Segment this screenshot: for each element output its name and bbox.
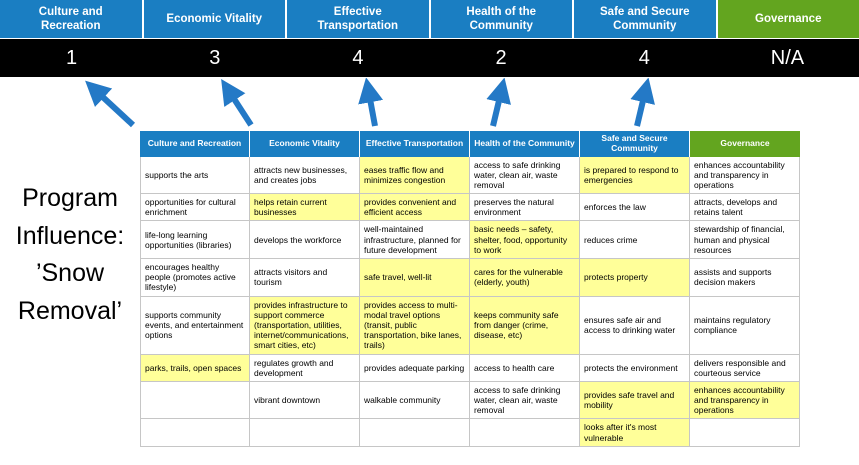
table-cell	[140, 419, 250, 447]
table-cell: provides adequate parking	[360, 354, 470, 382]
table-row: life-long learning opportunities (librar…	[140, 221, 801, 260]
table-row: supports the arts attracts new businesses…	[140, 156, 801, 195]
table-cell	[140, 381, 250, 420]
arrow-icon	[221, 78, 254, 127]
category-header: Economic Vitality	[143, 0, 285, 38]
score-value: N/A	[770, 46, 805, 69]
table-row: looks after it's most vulnerable	[140, 419, 801, 447]
table-header: Health of the Community	[470, 131, 580, 157]
table-row: supports community events, and entertain…	[140, 296, 801, 355]
category-header: Effective Transportation	[287, 0, 429, 38]
category-header: Safe and Secure Community	[574, 0, 716, 38]
table-cell: opportunities for cultural enrichment	[140, 194, 250, 222]
table-cell-highlighted: is prepared to respond to emergencies	[580, 156, 690, 195]
table-cell: reduces crime	[580, 221, 690, 260]
table-cell: delivers responsible and courteous servi…	[690, 354, 800, 382]
table-cell	[360, 419, 470, 447]
table-cell-highlighted: eases traffic flow and minimizes congest…	[360, 156, 470, 195]
table-cell-highlighted: provides access to multi-modal travel op…	[360, 296, 470, 355]
table-cell: attracts, develops and retains talent	[690, 194, 800, 222]
table-header-row: Culture and Recreation Economic Vitality E…	[140, 131, 801, 157]
arrow-icon	[630, 78, 655, 127]
table-cell: access to safe drinking water, clean air…	[470, 156, 580, 195]
program-title: Program Influence: ’Snow Removal’	[15, 184, 125, 325]
table-cell: encourages healthy people (promotes acti…	[140, 259, 250, 297]
table-cell: attracts new businesses, and creates job…	[250, 156, 360, 195]
table-cell: life-long learning opportunities (librar…	[140, 221, 250, 260]
score-value: 3	[209, 46, 221, 69]
table-cell: enforces the law	[580, 194, 690, 222]
category-header: Governance	[717, 0, 859, 38]
category-header: Culture and Recreation	[0, 0, 142, 38]
table-cell-highlighted: protects property	[580, 259, 690, 297]
table-cell: well-maintained infrastructure, planned …	[360, 221, 470, 260]
table-cell-highlighted: provides convenient and efficient access	[360, 194, 470, 222]
table-cell: supports community events, and entertain…	[140, 296, 250, 355]
table-cell: vibrant downtown	[250, 381, 360, 420]
score-band: 1 3 4 2 4 N/A	[0, 39, 859, 77]
table-row: opportunities for cultural enrichment hel…	[140, 194, 801, 222]
table-cell	[690, 419, 800, 447]
table-cell: enhances accountability and transparency…	[690, 156, 800, 195]
category-band: Culture and Recreation Economic Vitality E…	[0, 0, 859, 38]
table-header: Safe and Secure Community	[580, 131, 690, 157]
table-header: Culture and Recreation	[140, 131, 250, 157]
score-value: 4	[352, 46, 364, 69]
table-cell-highlighted: basic needs – safety, shelter, food, opp…	[470, 221, 580, 260]
table-cell: access to safe drinking water, clean air…	[470, 381, 580, 420]
table-cell: access to health care	[470, 354, 580, 382]
table-header: Economic Vitality	[250, 131, 360, 157]
table-cell-highlighted: keeps community safe from danger (crime,…	[470, 296, 580, 355]
table-cell: walkable community	[360, 381, 470, 420]
table-cell-highlighted: provides safe travel and mobility	[580, 381, 690, 420]
table-cell-highlighted: helps retain current businesses	[250, 194, 360, 222]
table-cell	[250, 419, 360, 447]
table-cell: regulates growth and development	[250, 354, 360, 382]
score-value: 1	[66, 46, 78, 69]
arrow-icon	[85, 80, 136, 128]
table-row: encourages healthy people (promotes acti…	[140, 259, 801, 297]
table-cell	[470, 419, 580, 447]
table-cell: ensures safe air and access to drinking …	[580, 296, 690, 355]
table-cell: develops the workforce	[250, 221, 360, 260]
table-cell-highlighted: parks, trails, open spaces	[140, 354, 250, 382]
table-header: Effective Transportation	[360, 131, 470, 157]
table-cell: assists and supports decision makers	[690, 259, 800, 297]
table-cell-highlighted: cares for the vulnerable (elderly, youth…	[470, 259, 580, 297]
table-cell: stewardship of financial, human and phys…	[690, 221, 800, 260]
table-cell-highlighted: safe travel, well-lit	[360, 259, 470, 297]
table-cell: attracts visitors and tourism	[250, 259, 360, 297]
score-value: 2	[495, 46, 507, 69]
score-arrows	[85, 78, 655, 128]
arrow-icon	[358, 78, 384, 127]
table-cell: protects the environment	[580, 354, 690, 382]
score-value: 4	[638, 46, 650, 69]
arrow-icon	[486, 78, 511, 127]
influence-table: Culture and Recreation Economic Vitality E…	[140, 131, 801, 447]
table-header: Governance	[690, 131, 800, 157]
table-row: vibrant downtown walkable community access…	[140, 381, 801, 420]
table-cell-highlighted: looks after it's most vulnerable	[580, 419, 690, 447]
table-row: parks, trails, open spaces regulates grow…	[140, 354, 801, 382]
table-cell: maintains regulatory compliance	[690, 296, 800, 355]
table-cell: supports the arts	[140, 156, 250, 195]
category-header: Health of the Community	[430, 0, 572, 38]
table-cell-highlighted: provides infrastructure to support comme…	[250, 296, 360, 355]
table-cell-highlighted: enhances accountability and transparency…	[690, 381, 800, 420]
table-cell: preserves the natural environment	[470, 194, 580, 222]
